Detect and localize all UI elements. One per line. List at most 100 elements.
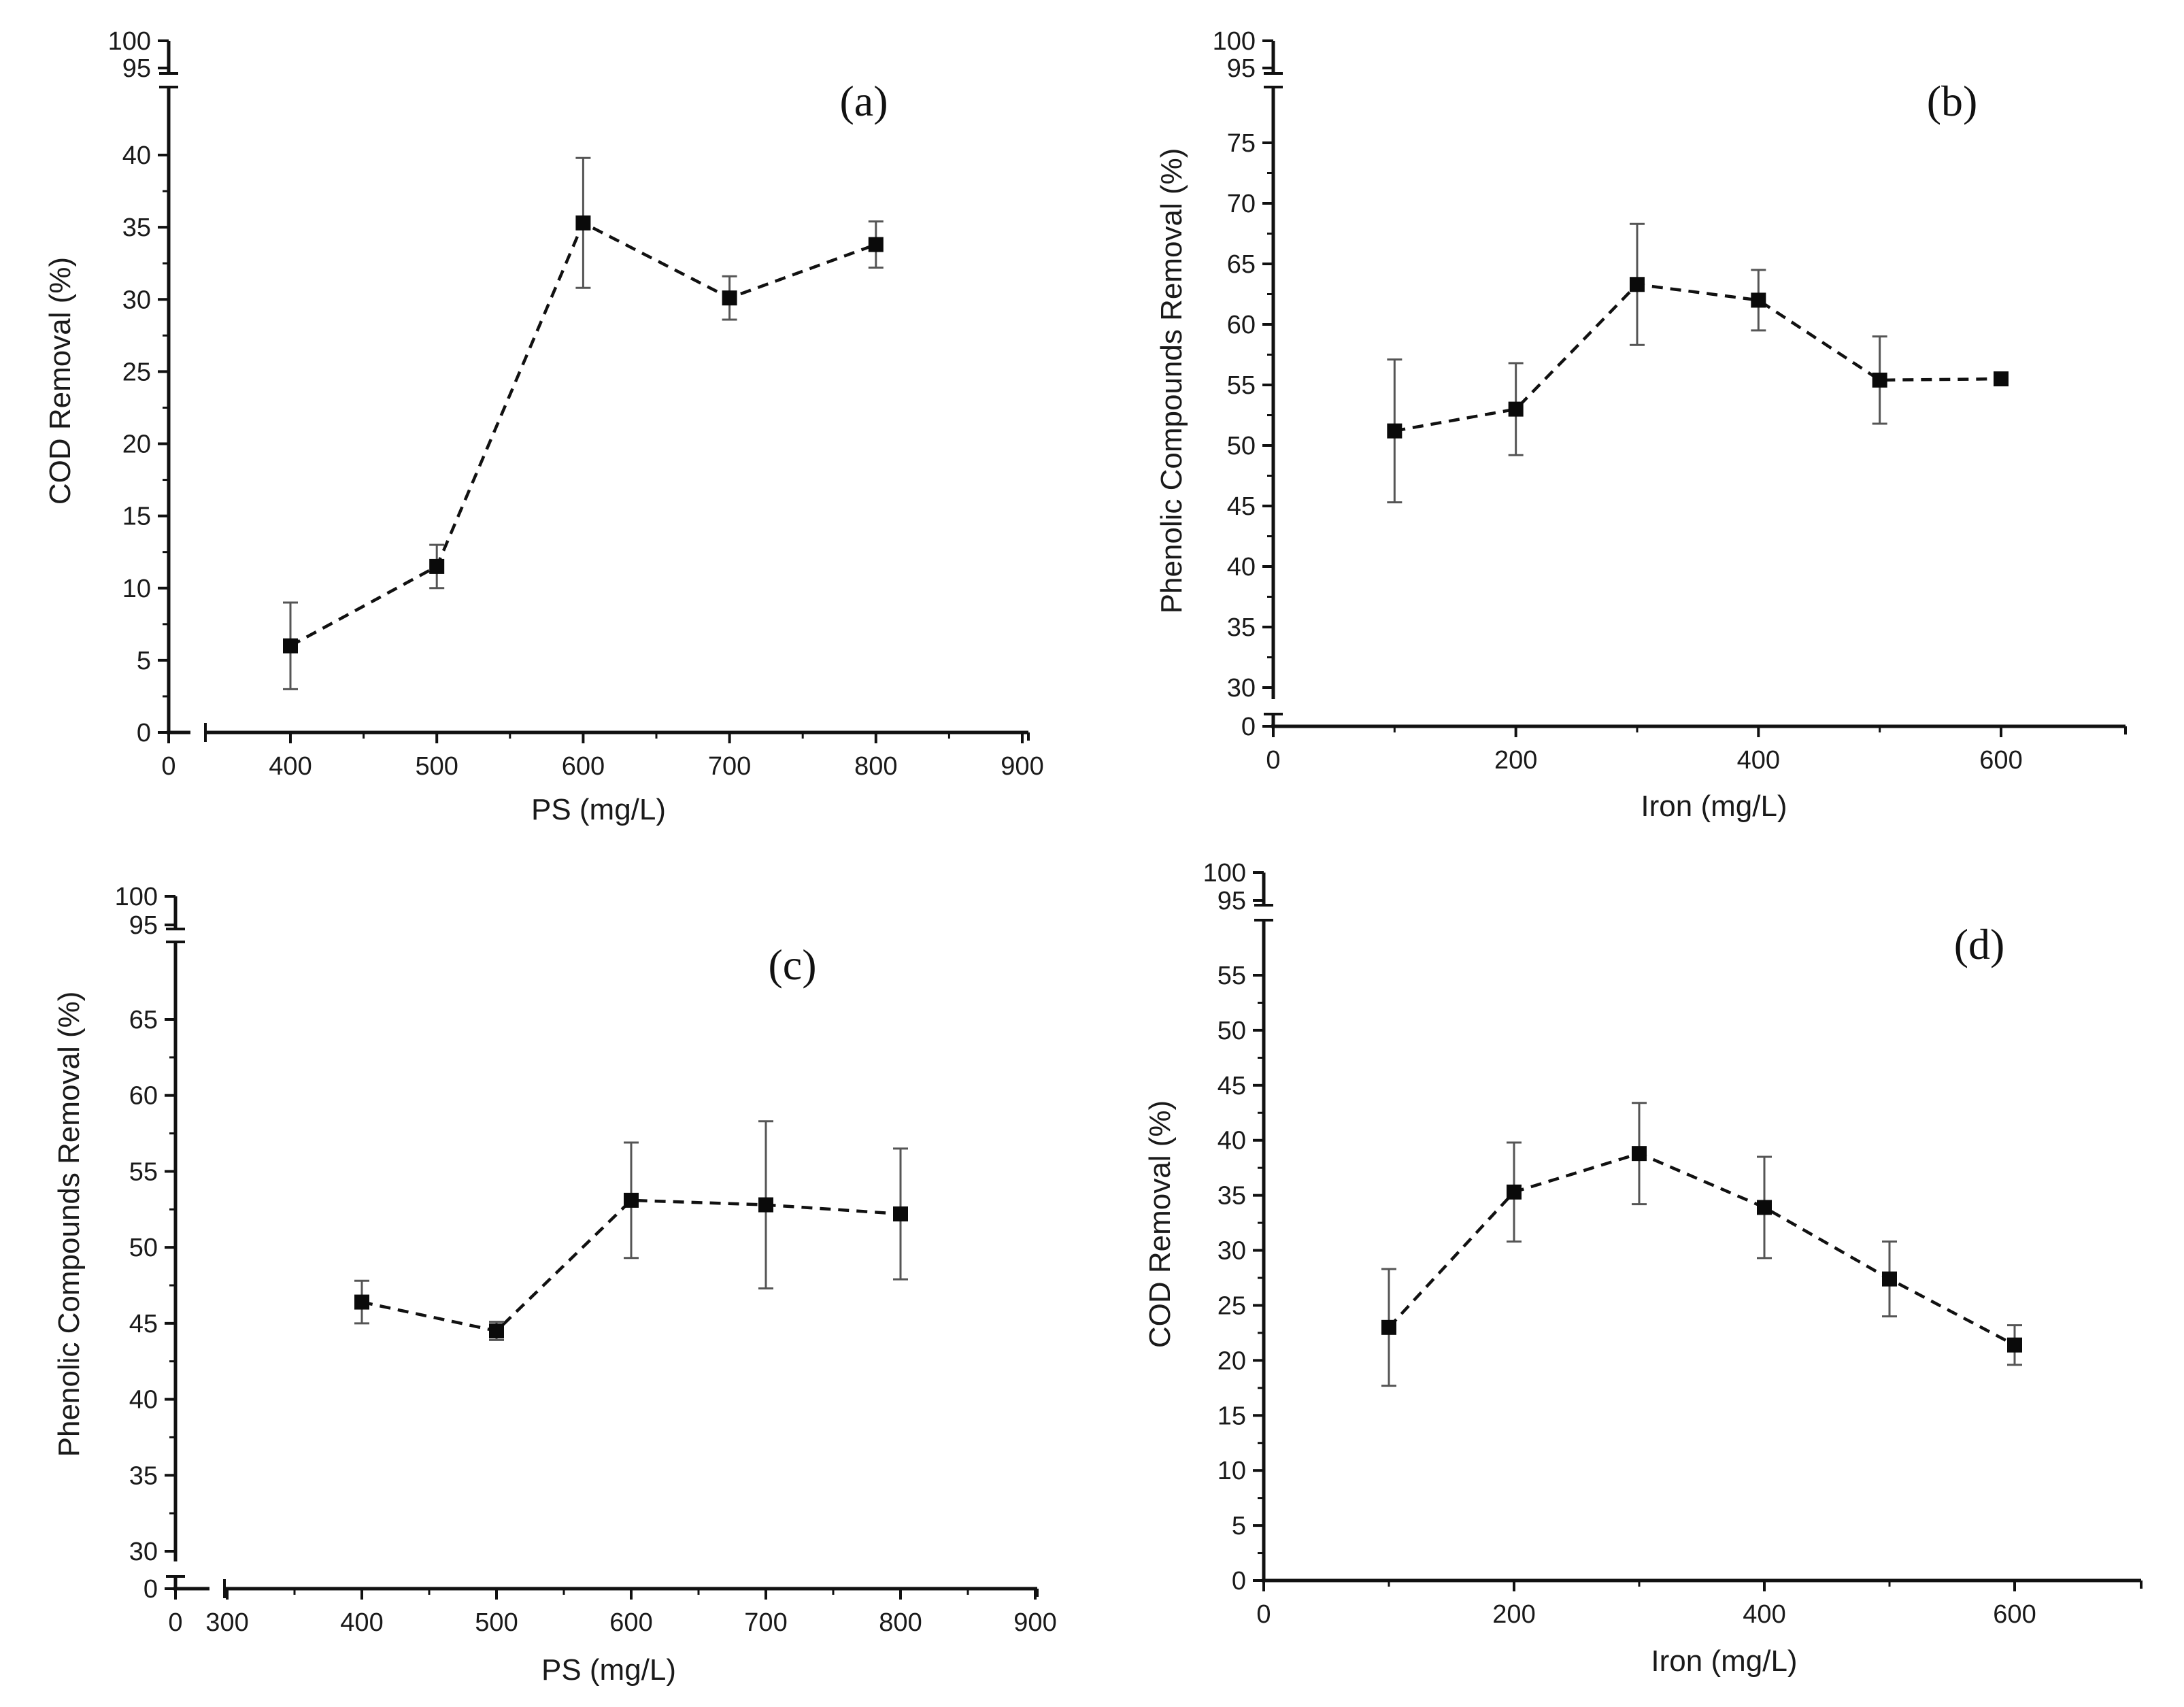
y-tick-label: 15 <box>122 503 151 531</box>
y-axis-title: Phenolic Compounds Removal (%) <box>52 992 86 1457</box>
x-tick-label: 500 <box>415 752 458 781</box>
y-tick-label: 15 <box>1217 1402 1246 1430</box>
y-tick-label: 55 <box>1217 962 1246 990</box>
y-tick-label: 95 <box>1227 54 1256 83</box>
x-tick-label: 800 <box>854 752 897 781</box>
data-point <box>722 290 737 306</box>
y-tick-label: 95 <box>122 54 151 83</box>
x-tick-label: 300 <box>205 1608 248 1637</box>
data-point <box>283 638 298 654</box>
y-tick-label: 40 <box>129 1386 158 1415</box>
x-tick-label: 600 <box>1993 1600 2036 1629</box>
series-line <box>361 1198 901 1333</box>
y-tick-label: 100 <box>1213 27 1256 56</box>
x-tick-label: 400 <box>1737 746 1780 775</box>
y-tick-label: 10 <box>1217 1457 1246 1485</box>
series-line <box>1388 1151 2016 1347</box>
y-tick-label: 5 <box>1232 1512 1246 1540</box>
x-tick-label: 0 <box>161 752 175 781</box>
y-tick-label: 65 <box>1227 250 1256 279</box>
y-tick-label: 45 <box>129 1310 158 1338</box>
y-tick-label: 30 <box>122 286 151 314</box>
x-tick-label: 900 <box>1001 752 1043 781</box>
x-tick-label: 600 <box>1979 746 2022 775</box>
y-tick-label: 100 <box>115 883 158 911</box>
x-tick-label: 600 <box>609 1608 652 1637</box>
x-tick-label: 0 <box>1266 746 1280 775</box>
y-tick-label: 60 <box>129 1082 158 1111</box>
data-point <box>429 558 445 574</box>
y-tick-label: 45 <box>1227 492 1256 521</box>
y-tick-label: 95 <box>129 911 158 940</box>
x-tick-label: 700 <box>708 752 751 781</box>
data-point <box>1994 371 2009 387</box>
data-point <box>1508 401 1524 417</box>
y-tick-label: 40 <box>122 141 151 170</box>
x-tick-label: 0 <box>168 1608 182 1637</box>
x-tick-label: 0 <box>1256 1600 1271 1629</box>
y-tick-label: 5 <box>137 647 151 675</box>
x-tick-label: 400 <box>269 752 312 781</box>
y-tick-label: 30 <box>1217 1237 1246 1266</box>
y-tick-label: 30 <box>1227 674 1256 703</box>
x-tick-label: 200 <box>1494 746 1537 775</box>
y-tick-label: 95 <box>1217 887 1246 915</box>
x-tick-label: 600 <box>562 752 605 781</box>
y-axis-title: COD Removal (%) <box>44 257 77 505</box>
y-tick-label: 0 <box>1241 713 1256 741</box>
x-tick-label: 400 <box>1743 1600 1785 1629</box>
series-line <box>1394 282 2002 433</box>
y-tick-label: 55 <box>129 1157 158 1186</box>
y-tick-label: 100 <box>1203 859 1246 888</box>
x-tick-label: 400 <box>340 1608 383 1637</box>
x-tick-label: 700 <box>744 1608 787 1637</box>
data-point <box>758 1197 773 1213</box>
data-point <box>1630 277 1645 292</box>
y-tick-label: 100 <box>108 27 151 56</box>
data-point <box>1381 1319 1396 1335</box>
data-point <box>624 1192 639 1208</box>
x-tick-label: 800 <box>879 1608 922 1637</box>
data-point <box>893 1206 908 1221</box>
panel-c-phenolic-vs-ps: 0 300 400 500 600 700 800 900 0 30 35 40 45 50 55 60 65 1… <box>52 883 1057 1687</box>
y-tick-label: 25 <box>122 358 151 386</box>
x-tick-label: 500 <box>475 1608 518 1637</box>
y-tick-label: 40 <box>1227 553 1256 581</box>
panel-label: (d) <box>1954 920 2005 968</box>
y-tick-label: 35 <box>1227 613 1256 642</box>
y-axis-title: Phenolic Compounds Removal (%) <box>1155 148 1188 614</box>
y-tick-label: 75 <box>1227 129 1256 158</box>
x-tick-label: 900 <box>1013 1608 1056 1637</box>
data-point <box>354 1294 369 1310</box>
data-point <box>1872 372 1887 388</box>
x-axis-title: Iron (mg/L) <box>1651 1644 1797 1678</box>
y-tick-label: 60 <box>1227 311 1256 339</box>
x-axis-title: PS (mg/L) <box>531 793 666 826</box>
panel-a-cod-vs-ps: 0 400 500 600 700 800 900 0 5 10 15 20 25 30 35 40 10095… <box>44 27 1044 826</box>
y-tick-label: 55 <box>1227 371 1256 400</box>
y-tick-label: 20 <box>122 430 151 459</box>
y-tick-label: 35 <box>122 214 151 242</box>
y-tick-label: 20 <box>1217 1347 1246 1375</box>
data-point <box>1507 1184 1522 1200</box>
data-point <box>575 215 591 231</box>
y-tick-label: 35 <box>1217 1182 1246 1211</box>
panel-label: (a) <box>839 77 888 125</box>
y-tick-label: 50 <box>1217 1017 1246 1045</box>
x-axis-title: Iron (mg/L) <box>1641 790 1787 823</box>
data-point <box>2007 1337 2022 1353</box>
x-axis-title: PS (mg/L) <box>541 1653 676 1687</box>
data-point <box>868 237 884 252</box>
y-axis-title: COD Removal (%) <box>1143 1100 1177 1348</box>
y-tick-label: 70 <box>1227 190 1256 218</box>
y-tick-label: 0 <box>144 1575 158 1604</box>
y-tick-label: 30 <box>129 1538 158 1566</box>
x-tick-label: 200 <box>1492 1600 1535 1629</box>
y-tick-label: 25 <box>1217 1291 1246 1320</box>
data-point <box>1751 292 1766 308</box>
y-tick-label: 50 <box>1227 432 1256 460</box>
y-tick-label: 0 <box>137 719 151 747</box>
data-point <box>1632 1146 1647 1162</box>
